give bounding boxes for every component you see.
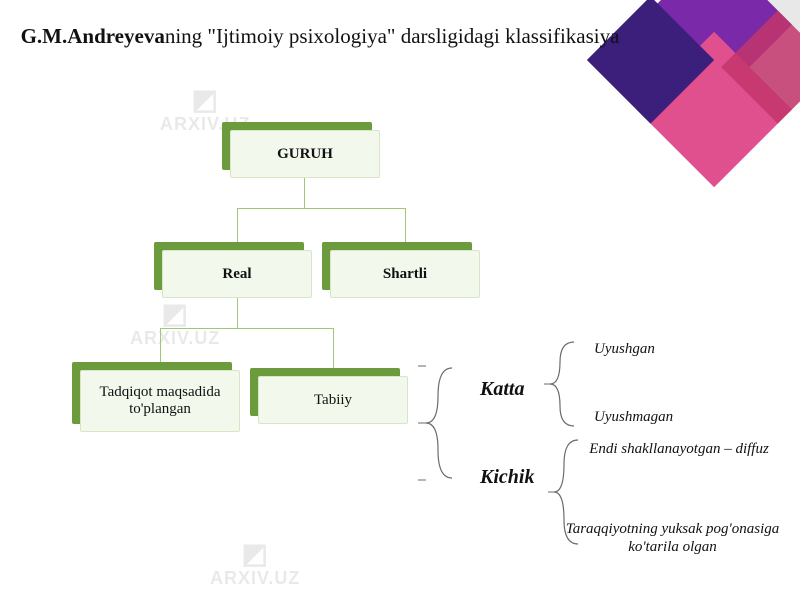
archive-icon: ◩ [241, 540, 268, 568]
side-label-kichik: Kichik [480, 466, 534, 489]
watermark-text: ARXIV.UZ [210, 568, 300, 589]
page-title: G.M.Andreyevaning "Ijtimoiy psixologiya"… [20, 22, 620, 50]
side-item-uyushgan: Uyushgan [594, 340, 655, 358]
tree-connector [237, 298, 238, 328]
tree-node-label: Shartli [383, 266, 427, 283]
tree-connector [333, 328, 334, 368]
watermark: ◩ ARXIV.UZ [210, 540, 300, 589]
tree-connector [237, 208, 238, 242]
tree-node-label: GURUH [277, 146, 333, 163]
side-item-uyushmagan: Uyushmagan [594, 408, 673, 426]
brace-katta [544, 336, 588, 432]
archive-icon: ◩ [191, 86, 218, 114]
brace-left [418, 358, 474, 488]
side-item-taraqqiyot: Taraqqiyotning yuksak pog'onasiga ko'tar… [545, 520, 800, 556]
archive-icon: ◩ [161, 300, 188, 328]
tree-connector [160, 328, 161, 362]
tree-connector [304, 178, 305, 208]
side-item-diffuz: Endi shakllanayotgan – diffuz [574, 440, 784, 458]
watermark: ◩ ARXIV.UZ [130, 300, 220, 349]
tree-node-label: Tabiiy [314, 392, 352, 409]
tree-connector [160, 328, 333, 329]
tree-node-label: Real [222, 266, 251, 283]
tree-node-label: Tadqiqot maqsadida to'plangan [87, 384, 233, 418]
tree-connector [237, 208, 405, 209]
tree-connector [405, 208, 406, 242]
side-label-katta: Katta [480, 378, 524, 401]
watermark-text: ARXIV.UZ [130, 328, 220, 349]
